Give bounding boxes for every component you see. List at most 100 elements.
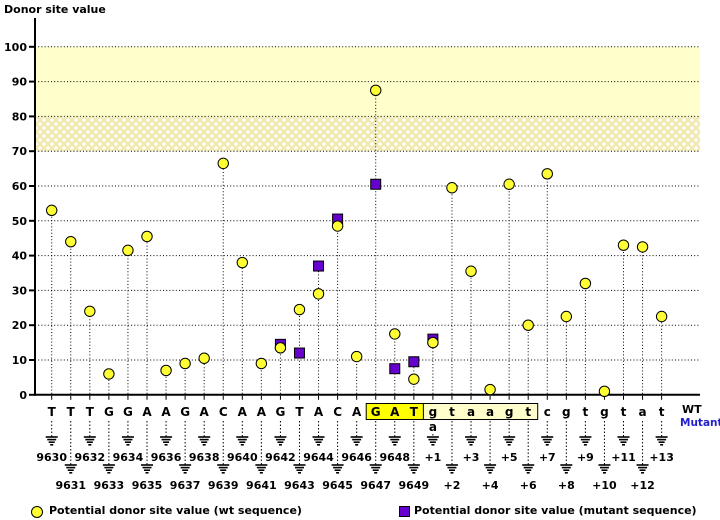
axes: 0 10 20 30 40 50 60 70 80 90 100 bbox=[4, 18, 700, 402]
position-label: 9636 bbox=[151, 451, 182, 464]
legend-mutant-label: Potential donor site value (mutant seque… bbox=[414, 504, 697, 517]
position-label: +9 bbox=[577, 451, 594, 464]
sequence-base: C bbox=[333, 405, 342, 419]
sequence-base: g bbox=[600, 405, 609, 419]
sequence-base: t bbox=[525, 405, 531, 419]
sequence-base: A bbox=[314, 405, 324, 419]
wt-point bbox=[598, 385, 611, 398]
wt-point bbox=[103, 368, 115, 380]
sequence-base: G bbox=[180, 405, 190, 419]
position-label: 9634 bbox=[113, 451, 144, 464]
legend-wt-label: Potential donor site value (wt sequence) bbox=[49, 504, 302, 517]
score-bands bbox=[36, 46, 700, 152]
wt-point bbox=[427, 336, 439, 349]
sequence-base: t bbox=[621, 405, 627, 419]
sequence-base: a bbox=[486, 405, 494, 419]
wt-point bbox=[293, 303, 306, 316]
y-tick-label: 40 bbox=[12, 250, 28, 263]
sequence-base: a bbox=[639, 405, 647, 419]
mutant-row-label: Mutant bbox=[680, 417, 720, 429]
wt-point bbox=[503, 178, 515, 190]
position-label: +11 bbox=[611, 451, 636, 464]
position-label: +4 bbox=[482, 479, 499, 492]
sequence-base: G bbox=[371, 405, 381, 419]
wt-legend-marker-icon bbox=[31, 506, 43, 518]
y-tick-label: 0 bbox=[19, 389, 27, 402]
position-label: 9642 bbox=[265, 451, 296, 464]
wt-point bbox=[236, 256, 249, 269]
mutant-point bbox=[313, 260, 325, 272]
donor-site-box bbox=[365, 403, 539, 420]
wt-point bbox=[350, 350, 363, 363]
position-label: +6 bbox=[520, 479, 537, 492]
position-label: +2 bbox=[444, 479, 461, 492]
wt-point bbox=[255, 357, 268, 370]
mutant-point bbox=[293, 347, 305, 359]
wt-point bbox=[522, 319, 534, 331]
wt-point bbox=[179, 357, 191, 370]
y-tick-label: 50 bbox=[12, 215, 28, 228]
y-tick-label: 100 bbox=[4, 41, 27, 54]
wt-point bbox=[198, 352, 210, 364]
position-label: 9635 bbox=[132, 479, 163, 492]
position-label: 9639 bbox=[208, 479, 239, 492]
wt-point bbox=[370, 84, 382, 97]
sequence-base: A bbox=[200, 405, 210, 419]
sequence-base: g bbox=[562, 405, 571, 419]
position-label: 9643 bbox=[284, 479, 315, 492]
gridlines bbox=[35, 46, 700, 361]
wt-point bbox=[617, 239, 630, 251]
position-label: 9648 bbox=[379, 451, 410, 464]
sequence-base: g bbox=[429, 405, 438, 419]
sequence-base: A bbox=[257, 405, 267, 419]
donor-site-box-border bbox=[365, 403, 539, 420]
wt-point bbox=[389, 328, 401, 340]
sequence-base: T bbox=[86, 405, 95, 419]
intron-highlight bbox=[423, 403, 538, 420]
y-tick-label: 20 bbox=[12, 319, 28, 332]
wt-points bbox=[46, 84, 668, 398]
position-label: 9630 bbox=[36, 451, 67, 464]
wt-point bbox=[65, 235, 77, 248]
chart-title: Donor site value bbox=[4, 3, 106, 16]
position-label: +1 bbox=[424, 451, 441, 464]
y-tick-label: 60 bbox=[12, 180, 28, 193]
mutant-points bbox=[274, 178, 439, 375]
position-label: +13 bbox=[649, 451, 674, 464]
position-label: 9641 bbox=[246, 479, 277, 492]
sequence-base: T bbox=[48, 405, 57, 419]
wt-point bbox=[446, 182, 458, 194]
y-tick-label: 10 bbox=[12, 354, 28, 367]
wt-point bbox=[160, 364, 172, 377]
position-label: 9631 bbox=[55, 479, 86, 492]
position-label: 9647 bbox=[360, 479, 391, 492]
wt-point bbox=[408, 373, 420, 385]
wt-point bbox=[636, 241, 649, 253]
sequence-base: T bbox=[295, 405, 304, 419]
position-label: 9644 bbox=[303, 451, 334, 464]
sequence-base: A bbox=[161, 405, 171, 419]
wt-point bbox=[465, 265, 477, 277]
y-tick-label: 80 bbox=[12, 110, 28, 123]
position-label: 9649 bbox=[399, 479, 430, 492]
sequence-base: t bbox=[583, 405, 589, 419]
sequence-base: t bbox=[449, 405, 455, 419]
sequence-base: G bbox=[275, 405, 285, 419]
sequence-base: A bbox=[352, 405, 362, 419]
wt-point bbox=[217, 157, 229, 170]
y-tick-label: 90 bbox=[12, 76, 28, 89]
sequence-base: T bbox=[67, 405, 76, 419]
sequence-base: A bbox=[238, 405, 248, 419]
position-label: 9638 bbox=[189, 451, 220, 464]
sequence-base: T bbox=[410, 405, 419, 419]
position-label: 9646 bbox=[341, 451, 372, 464]
position-label: +5 bbox=[501, 451, 518, 464]
wt-point bbox=[655, 310, 668, 323]
sequence-base: t bbox=[659, 405, 665, 419]
sequence-base: A bbox=[390, 405, 400, 419]
position-label: +7 bbox=[539, 451, 556, 464]
band-hatch bbox=[36, 116, 700, 152]
sequence-base: G bbox=[123, 405, 133, 419]
